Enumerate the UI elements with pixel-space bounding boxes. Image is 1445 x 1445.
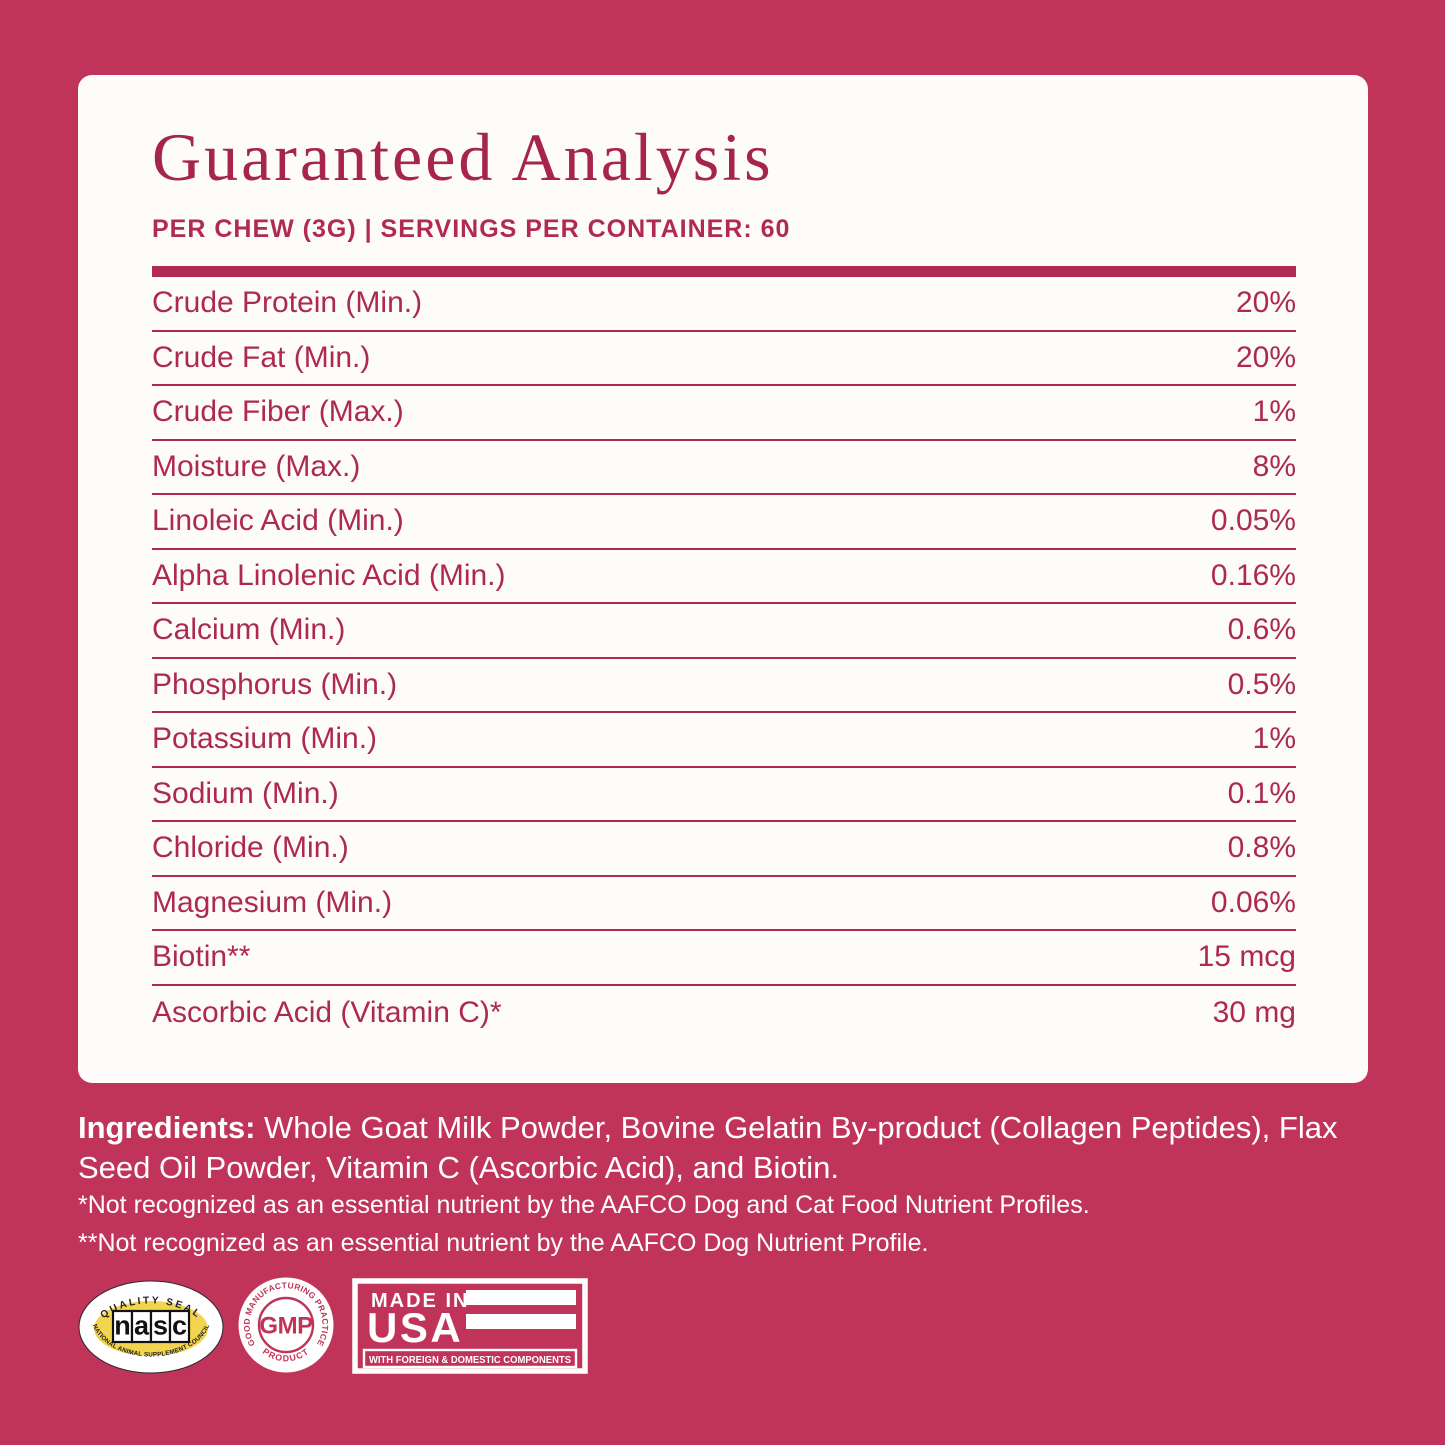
footnote-double-asterisk: **Not recognized as an essential nutrien… xyxy=(78,1229,929,1257)
table-row: Crude Fat (Min.) 20% xyxy=(152,332,1296,386)
ingredients-label: Ingredients: xyxy=(78,1110,256,1145)
table-row: Calcium (Min.) 0.6% xyxy=(152,604,1296,659)
nutrient-value: 15 mcg xyxy=(1197,940,1296,974)
table-row: Biotin** 15 mcg xyxy=(152,931,1296,986)
made-in-usa-icon: MADE IN USA WITH FOREIGN & DOMESTIC COMP… xyxy=(352,1278,588,1374)
nutrient-label: Magnesium (Min.) xyxy=(152,885,393,919)
table-row: Chloride (Min.) 0.8% xyxy=(152,822,1296,877)
gmp-inner-ring xyxy=(257,1296,315,1354)
nasc-quality-seal-icon: QUALITY SEAL n a s c NATIONAL ANIMAL SUP… xyxy=(78,1280,224,1374)
guaranteed-analysis-card: Guaranteed Analysis PER CHEW (3G) | SERV… xyxy=(78,75,1368,1083)
nutrient-label: Calcium (Min.) xyxy=(152,613,346,647)
nutrient-label: Linoleic Acid (Min.) xyxy=(152,504,404,538)
nutrient-value: 0.1% xyxy=(1227,776,1296,810)
nutrient-label: Potassium (Min.) xyxy=(152,722,378,756)
nutrient-value: 0.8% xyxy=(1227,831,1296,865)
table-row: Alpha Linolenic Acid (Min.) 0.16% xyxy=(152,550,1296,604)
table-row: Linoleic Acid (Min.) 0.05% xyxy=(152,495,1296,550)
usa-made-in-text: MADE IN xyxy=(371,1290,469,1312)
table-row: Crude Fiber (Max.) 1% xyxy=(152,386,1296,441)
nasc-letter: n xyxy=(114,1311,131,1341)
nutrient-value: 30 mg xyxy=(1212,995,1296,1029)
analysis-table: Crude Protein (Min.) 20% Crude Fat (Min.… xyxy=(152,277,1296,1040)
table-row: Magnesium (Min.) 0.06% xyxy=(152,877,1296,931)
nutrient-value: 20% xyxy=(1235,286,1296,320)
ingredients-body: Whole Goat Milk Powder, Bovine Gelatin B… xyxy=(78,1110,1338,1185)
table-row: Sodium (Min.) 0.1% xyxy=(152,768,1296,822)
nutrient-value: 8% xyxy=(1252,449,1296,483)
serving-info: PER CHEW (3G) | SERVINGS PER CONTAINER: … xyxy=(152,215,791,243)
nasc-letter: s xyxy=(153,1311,168,1341)
gmp-circle xyxy=(238,1277,334,1373)
nutrient-value: 0.05% xyxy=(1210,504,1296,538)
table-row: Crude Protein (Min.) 20% xyxy=(152,277,1296,332)
usa-caption-text: WITH FOREIGN & DOMESTIC COMPONENTS xyxy=(369,1354,571,1366)
nasc-letter: a xyxy=(134,1311,150,1341)
nutrient-label: Alpha Linolenic Acid (Min.) xyxy=(152,558,506,592)
footnotes: *Not recognized as an essential nutrient… xyxy=(78,1186,1348,1262)
nutrient-value: 1% xyxy=(1252,722,1296,756)
nutrient-label: Ascorbic Acid (Vitamin C)* xyxy=(152,995,502,1029)
nutrient-value: 1% xyxy=(1252,395,1296,429)
gmp-seal-icon: GOOD MANUFACTURING PRACTICE GMP • PRODUC… xyxy=(238,1277,334,1373)
usa-caption-border xyxy=(362,1348,578,1369)
ingredients-paragraph: Ingredients: Whole Goat Milk Powder, Bov… xyxy=(78,1108,1348,1188)
nutrient-label: Crude Fiber (Max.) xyxy=(152,395,404,429)
nasc-letter-boxes: n a s c xyxy=(111,1309,191,1344)
nutrient-label: Biotin** xyxy=(152,940,251,974)
usa-flag-stripe xyxy=(466,1290,576,1305)
nutrient-label: Crude Fat (Min.) xyxy=(152,340,371,374)
footnote-single-asterisk: *Not recognized as an essential nutrient… xyxy=(78,1191,1090,1219)
nutrient-label: Sodium (Min.) xyxy=(152,776,339,810)
nutrient-label: Phosphorus (Min.) xyxy=(152,667,398,701)
gmp-center-text: GMP xyxy=(259,1313,313,1340)
page-title: Guaranteed Analysis xyxy=(152,119,774,195)
nutrient-label: Chloride (Min.) xyxy=(152,831,349,865)
usa-usa-text: USA xyxy=(367,1304,463,1351)
nutrient-value: 20% xyxy=(1235,340,1296,374)
nutrient-value: 0.16% xyxy=(1210,558,1296,592)
nutrient-value: 0.06% xyxy=(1210,885,1296,919)
table-row: Phosphorus (Min.) 0.5% xyxy=(152,659,1296,713)
usa-flag-stripe xyxy=(466,1314,576,1329)
header-divider xyxy=(152,266,1296,277)
nutrient-value: 0.6% xyxy=(1227,613,1296,647)
nutrient-value: 0.5% xyxy=(1227,667,1296,701)
nutrient-label: Crude Protein (Min.) xyxy=(152,286,423,320)
nasc-letter: c xyxy=(172,1311,187,1341)
table-row: Moisture (Max.) 8% xyxy=(152,441,1296,495)
usa-outer-border xyxy=(352,1278,588,1374)
table-row: Ascorbic Acid (Vitamin C)* 30 mg xyxy=(152,986,1296,1041)
nutrient-label: Moisture (Max.) xyxy=(152,449,361,483)
table-row: Potassium (Min.) 1% xyxy=(152,713,1296,768)
